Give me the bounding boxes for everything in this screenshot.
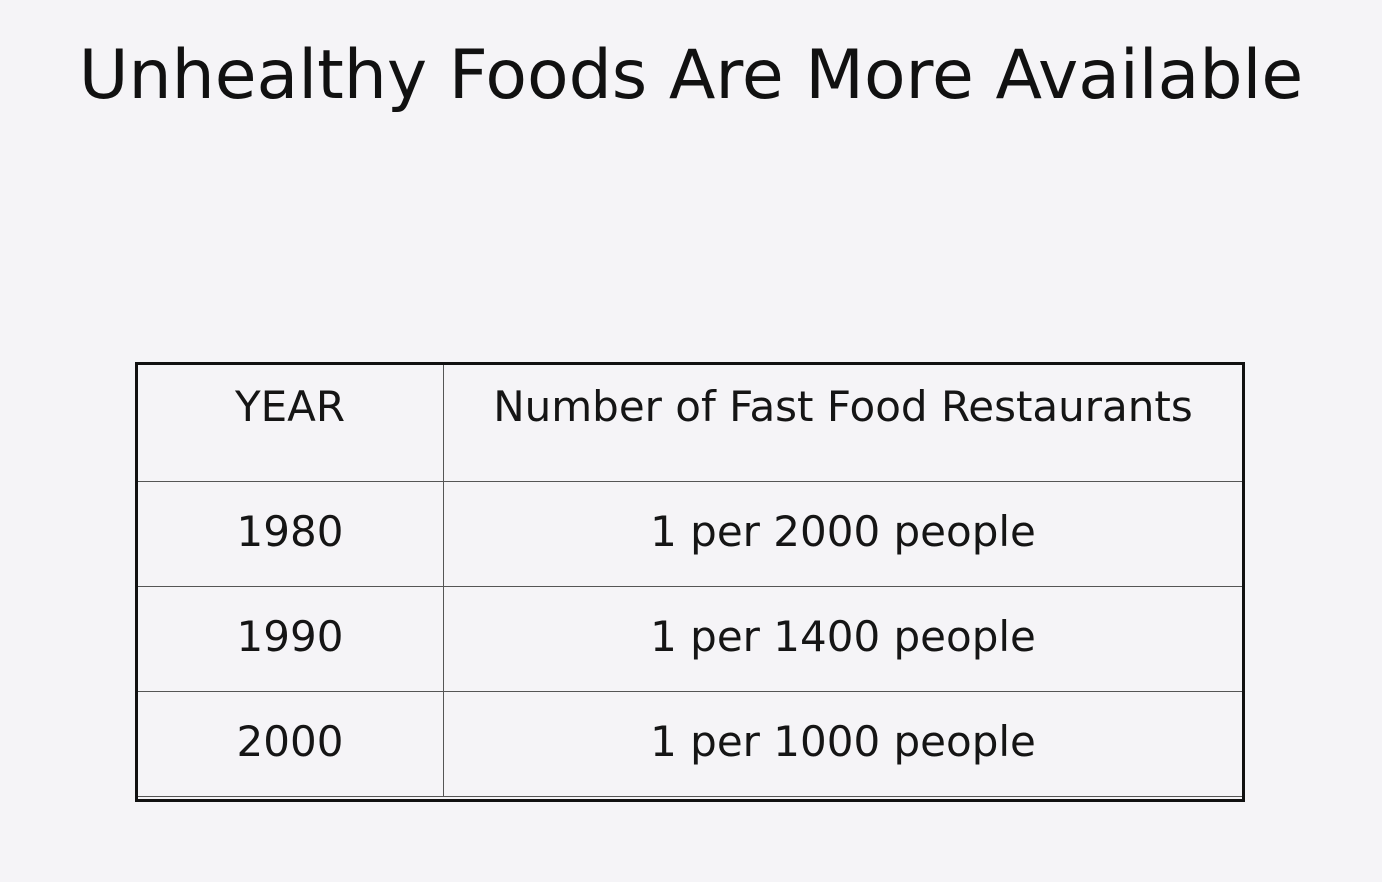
cell-year: 2000 bbox=[136, 691, 444, 797]
table-header-row: YEAR Number of Fast Food Restaurants bbox=[136, 363, 1243, 482]
cell-restaurant-count: 1 per 2000 people bbox=[443, 481, 1243, 587]
header-restaurant-count: Number of Fast Food Restaurants bbox=[443, 363, 1243, 482]
table-row: 1980 1 per 2000 people bbox=[136, 481, 1243, 587]
fast-food-table: YEAR Number of Fast Food Restaurants 198… bbox=[136, 363, 1243, 797]
cell-year: 1980 bbox=[136, 481, 444, 587]
table-header: YEAR Number of Fast Food Restaurants bbox=[136, 363, 1243, 482]
table-row: 2000 1 per 1000 people bbox=[136, 691, 1243, 797]
cell-year: 1990 bbox=[136, 586, 444, 692]
slide-title: Unhealthy Foods Are More Available bbox=[78, 36, 1304, 115]
header-year: YEAR bbox=[136, 363, 444, 482]
table-row: 1990 1 per 1400 people bbox=[136, 586, 1243, 692]
table-body: 1980 1 per 2000 people 1990 1 per 1400 p… bbox=[136, 481, 1243, 797]
cell-restaurant-count: 1 per 1400 people bbox=[443, 586, 1243, 692]
cell-restaurant-count: 1 per 1000 people bbox=[443, 691, 1243, 797]
